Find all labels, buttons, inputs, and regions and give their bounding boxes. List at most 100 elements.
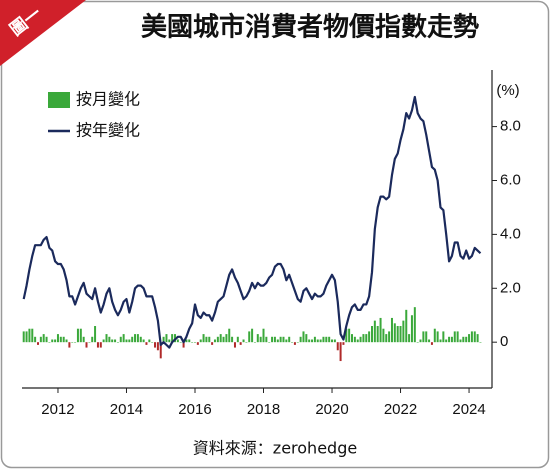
bar [476, 334, 479, 343]
chart-title: 美國城市消費者物價指數走勢 [141, 12, 479, 43]
bar [445, 339, 448, 343]
bar [362, 334, 365, 343]
bar [228, 328, 231, 343]
bar [419, 339, 422, 343]
bar [251, 328, 254, 343]
bar [288, 336, 291, 343]
unit-label: (%) [496, 82, 519, 99]
bar [293, 342, 296, 345]
bar [202, 334, 205, 343]
y-tick-label: 4.0 [500, 225, 521, 242]
bar [413, 307, 416, 343]
bar [116, 342, 119, 343]
bar [365, 334, 368, 343]
bar [151, 342, 154, 343]
bar [105, 334, 108, 343]
bar [68, 342, 71, 348]
bar [176, 339, 179, 343]
bar [373, 320, 376, 343]
bar [262, 328, 265, 343]
bar [196, 342, 199, 345]
bar [350, 334, 353, 343]
bar [448, 336, 451, 343]
bar [428, 339, 431, 343]
bar [65, 339, 68, 343]
bar [239, 342, 242, 345]
bar [279, 336, 282, 343]
bar [148, 339, 151, 343]
bar [102, 339, 105, 343]
bar [319, 339, 322, 343]
bar [205, 336, 208, 343]
bar [399, 326, 402, 343]
x-tick-label: 2012 [41, 401, 74, 418]
bar [208, 336, 211, 343]
bar [91, 336, 94, 343]
bar [253, 342, 256, 343]
bar [139, 336, 142, 343]
bar [119, 336, 122, 343]
bar [359, 336, 362, 343]
bar [259, 336, 262, 343]
x-tick-label: 2014 [110, 401, 143, 418]
bar [336, 342, 339, 351]
bar [51, 339, 54, 343]
bar [416, 342, 419, 343]
bar [45, 336, 48, 343]
legend-swatch [48, 92, 70, 108]
bar [299, 336, 302, 343]
bar [268, 342, 271, 343]
bar [136, 334, 139, 343]
bar [382, 328, 385, 343]
y-tick-label: 8.0 [500, 118, 521, 135]
bar [96, 342, 99, 348]
bar [171, 334, 174, 343]
tag-banner [0, 0, 86, 66]
bar [459, 339, 462, 343]
bar [256, 334, 259, 343]
bar [328, 336, 331, 343]
bar [311, 339, 314, 343]
bar [333, 339, 336, 343]
bar [182, 342, 185, 348]
bar [390, 317, 393, 343]
bar [82, 336, 85, 343]
bar [165, 334, 168, 343]
bar [308, 339, 311, 343]
bar [48, 342, 51, 343]
bar [385, 334, 388, 343]
bar [436, 331, 439, 343]
bar [402, 320, 405, 343]
bar [199, 339, 202, 343]
bar [216, 336, 219, 343]
legend-label: 按月變化 [76, 90, 140, 109]
bar [76, 328, 79, 343]
plot: 0 2.0 4.0 6.0 8.0 2012 2014 2016 2018 2020 2022 202… [22, 70, 521, 418]
bar [62, 336, 65, 343]
bar [36, 342, 39, 345]
y-tick-label: 2.0 [500, 279, 521, 296]
bar [425, 331, 428, 343]
bar [85, 342, 88, 348]
bar [42, 334, 45, 343]
bar [410, 315, 413, 343]
bar [242, 339, 245, 343]
bar [193, 342, 196, 343]
bar [388, 331, 391, 343]
bar [422, 331, 425, 343]
bar [59, 336, 62, 343]
bar [154, 342, 157, 348]
bar [325, 336, 328, 343]
bar [211, 342, 214, 345]
bar [236, 336, 239, 343]
bar [271, 336, 274, 343]
bar [145, 342, 148, 345]
bar [54, 339, 57, 343]
bar [465, 336, 468, 343]
bar [191, 342, 194, 343]
bar [470, 331, 473, 343]
bar [122, 334, 125, 343]
x-tick-label: 2018 [247, 401, 280, 418]
x-tick-label: 2020 [315, 401, 348, 418]
